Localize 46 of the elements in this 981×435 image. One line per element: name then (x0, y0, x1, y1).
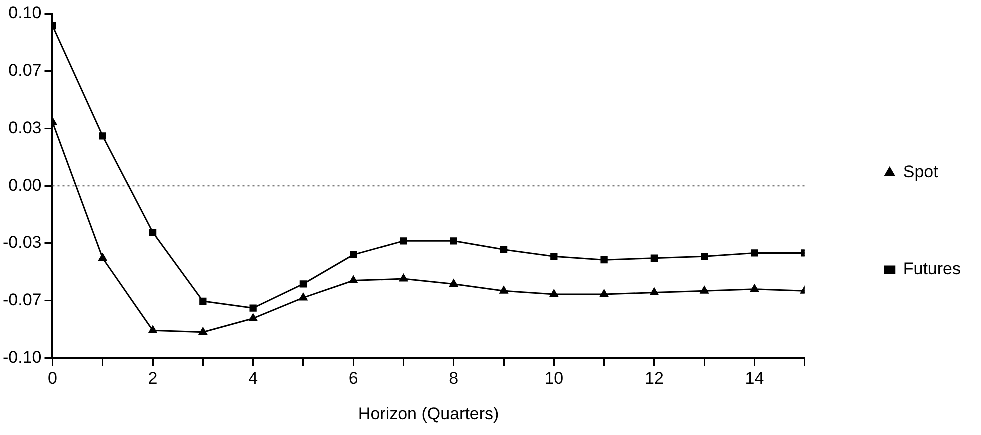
y-tick-label: -0.07 (3, 290, 42, 310)
point (98, 254, 108, 262)
point (349, 276, 358, 284)
point (450, 279, 458, 287)
point (550, 253, 558, 260)
point (450, 238, 458, 245)
x-tick-label: 2 (148, 369, 158, 388)
point (500, 246, 508, 254)
point (200, 298, 207, 305)
point (750, 284, 759, 292)
legend-label: Futures (903, 260, 962, 279)
point (148, 326, 158, 334)
point (149, 228, 157, 236)
point (700, 286, 709, 294)
point (250, 304, 257, 312)
y-tick-label: 0.10 (8, 4, 42, 23)
point (249, 314, 258, 322)
point (751, 250, 758, 257)
point (600, 256, 608, 264)
y-tick-label: 0.03 (8, 118, 42, 138)
point (300, 280, 308, 288)
point (299, 293, 308, 301)
point (650, 288, 659, 296)
y-tick-label: -0.03 (3, 233, 42, 252)
x-tick-label: 10 (544, 369, 564, 388)
point (650, 254, 658, 262)
x-axis-title: Horizon (Quarters) (358, 404, 500, 424)
x-tick-label: 14 (745, 369, 764, 388)
x-tick-label: 6 (348, 369, 358, 388)
y-tick-label: -0.10 (3, 348, 42, 367)
x-tick-label: 12 (644, 369, 664, 388)
point (600, 290, 609, 298)
point (400, 274, 408, 282)
y-tick-label: 0.00 (8, 176, 42, 195)
point (701, 253, 708, 260)
x-tick-label: 4 (248, 369, 258, 388)
x-tick-label: 8 (449, 369, 459, 388)
y-tick-label: 0.07 (8, 60, 42, 80)
x-tick-label: 0 (48, 369, 58, 388)
legend-label: Spot (903, 162, 939, 182)
point (350, 251, 358, 259)
point (99, 132, 106, 140)
point (400, 238, 408, 245)
point (550, 290, 558, 298)
point (198, 328, 208, 336)
point (500, 286, 508, 294)
